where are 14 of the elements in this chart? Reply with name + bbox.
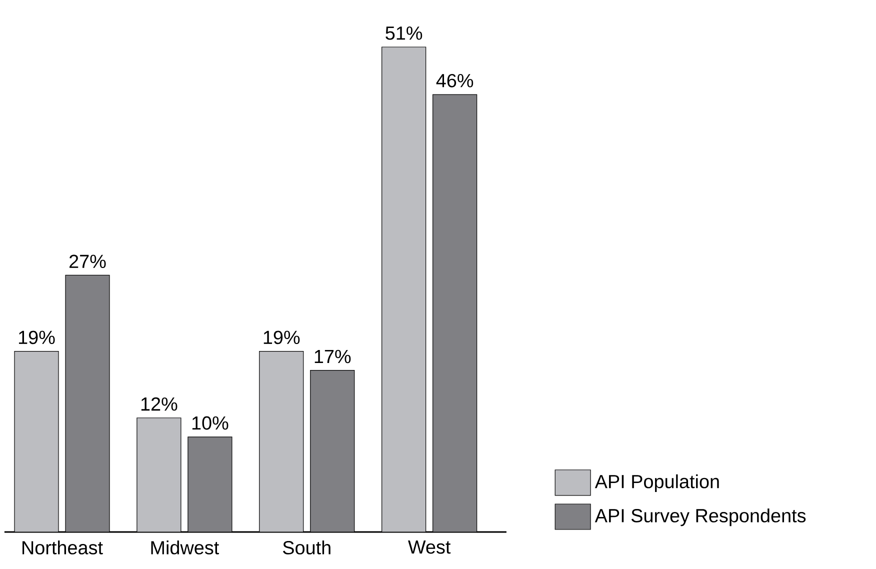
data-label: 12% bbox=[141, 397, 178, 411]
data-label: 17% bbox=[314, 350, 351, 364]
data-label: 10% bbox=[192, 416, 228, 430]
legend-label: API Population bbox=[594, 474, 719, 492]
x-tick-label: West bbox=[408, 540, 451, 554]
data-label: 19% bbox=[18, 330, 55, 344]
x-tick-label: South bbox=[283, 540, 330, 554]
data-label: 51% bbox=[386, 26, 422, 40]
x-tick-label: Northeast bbox=[22, 540, 103, 554]
data-label: 46% bbox=[436, 74, 474, 88]
legend-label: API Survey Respondents bbox=[594, 508, 806, 526]
data-label: 19% bbox=[264, 330, 300, 344]
x-tick-label: Midwest bbox=[151, 540, 220, 554]
data-label: 27% bbox=[70, 254, 106, 268]
